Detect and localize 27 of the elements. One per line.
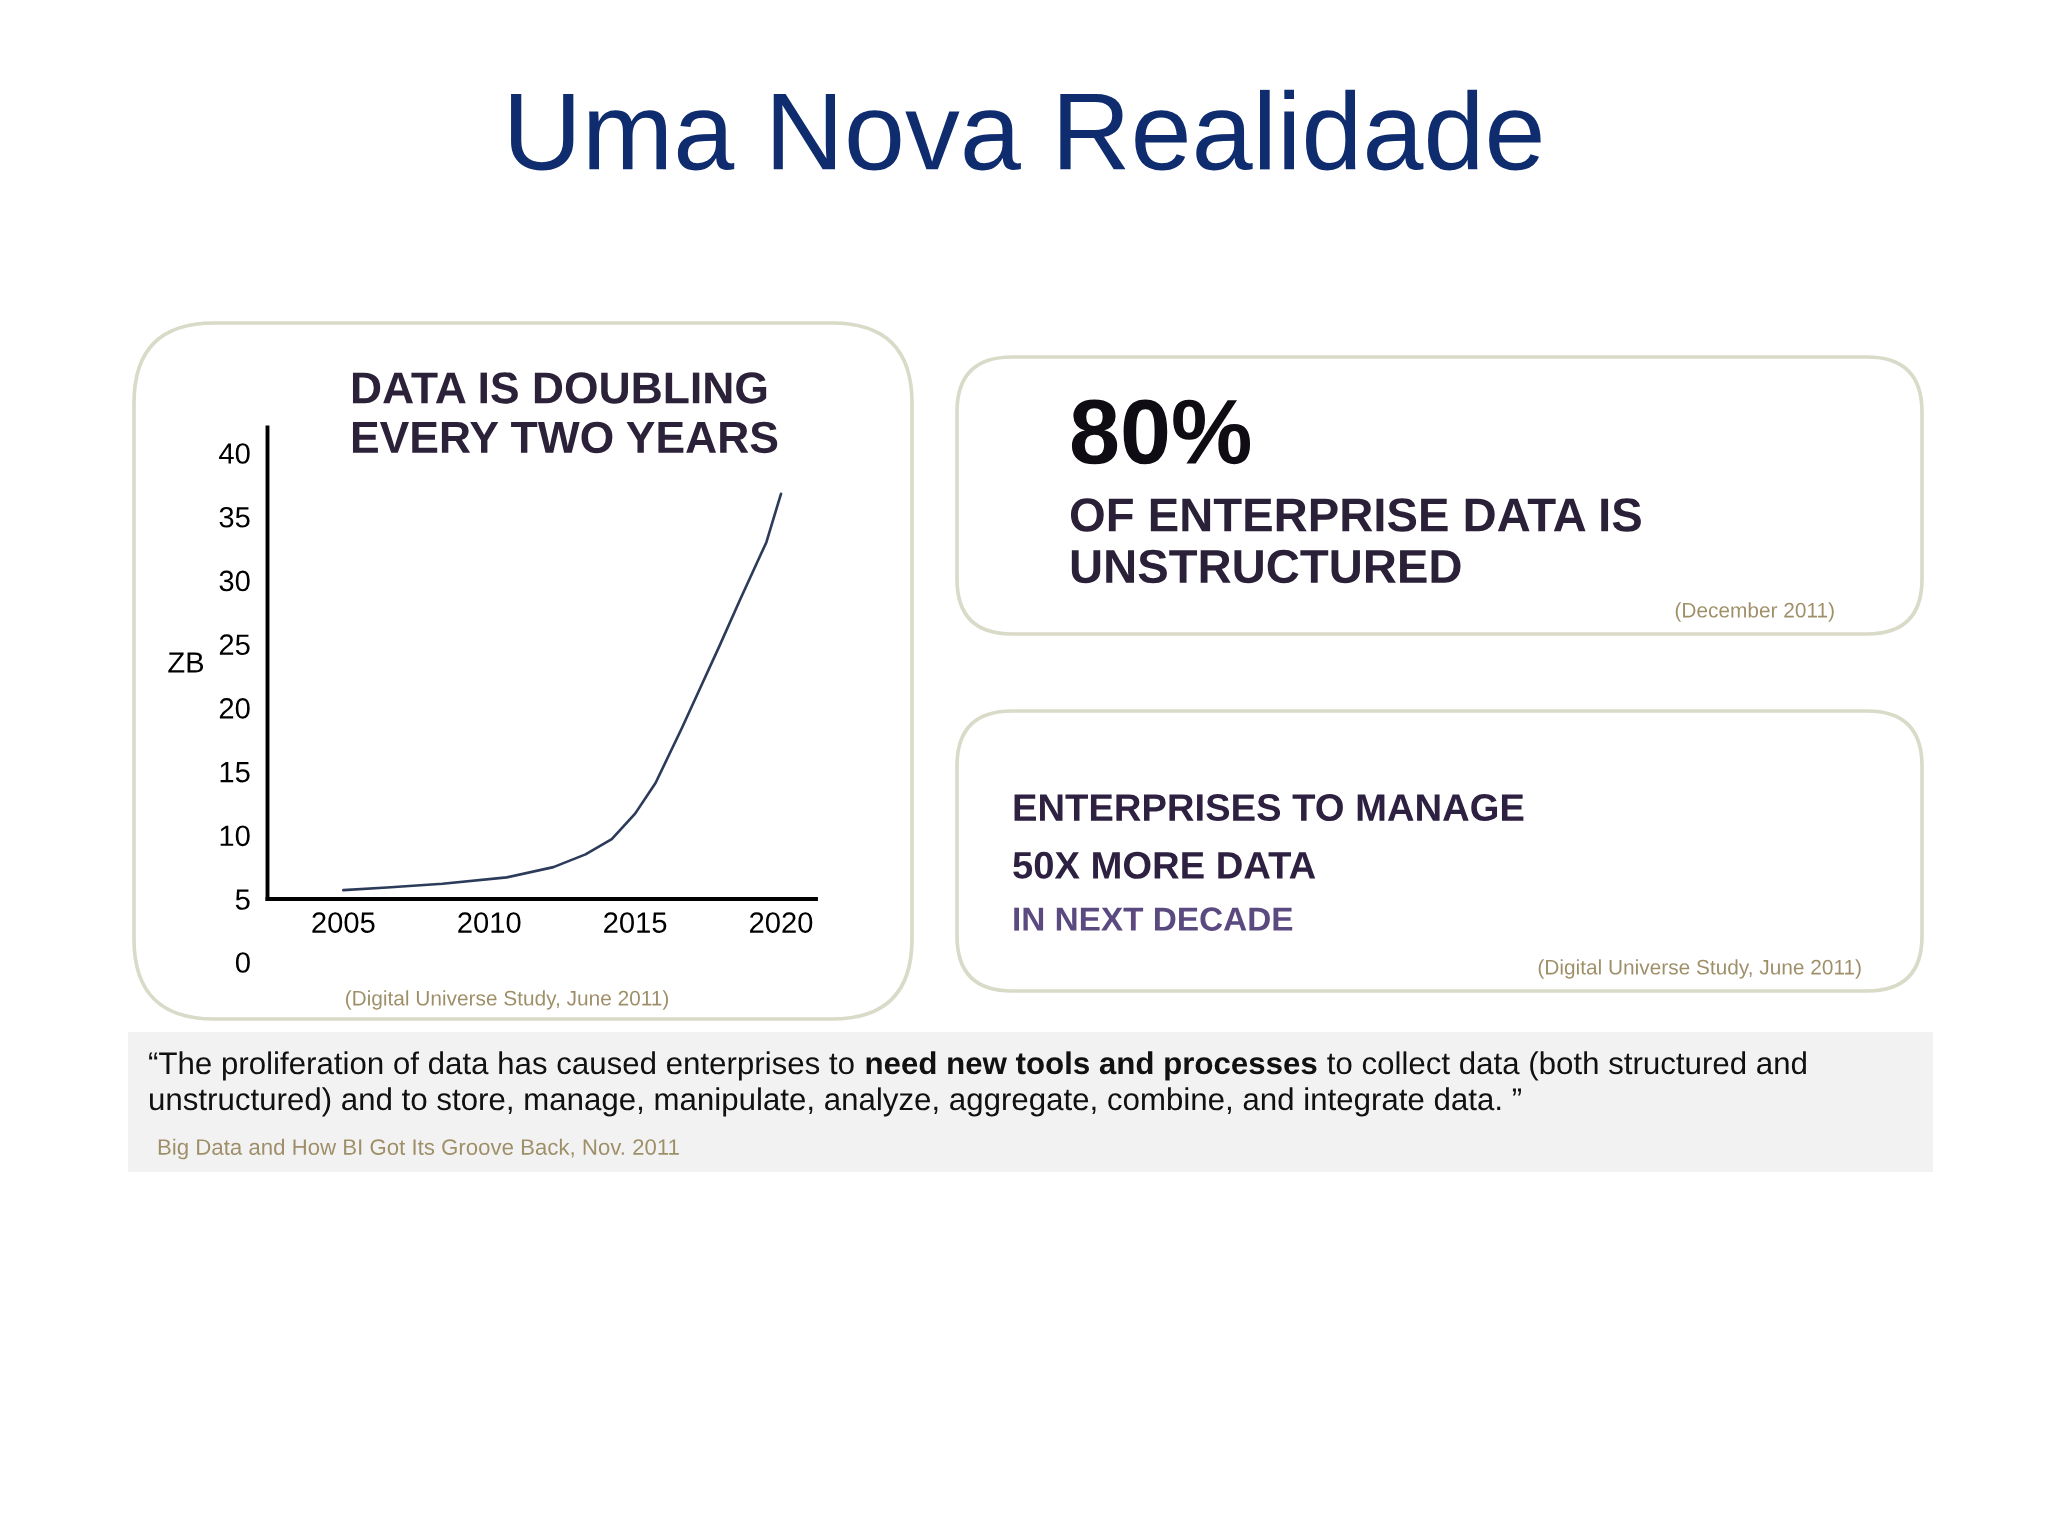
text: 80% [1071, 399, 1251, 465]
y-tick-label: 35 [219, 506, 250, 528]
x-tick-label: 2005 [312, 912, 375, 933]
text: (December 2011) [1675, 602, 1834, 622]
y-tick-label: 40 [219, 443, 250, 464]
text: Uma Nova Realidade [511, 89, 1541, 171]
text: “The proliferation of data has caused enterprises to [149, 1051, 854, 1081]
line-series [342, 492, 783, 892]
y-tick-label: 5 [235, 889, 250, 910]
x-tick-label: 2010 [458, 912, 521, 933]
text: ENTERPRISES TO MANAGE 50X MORE DATA [1013, 794, 1524, 879]
chart-title: DATA IS DOUBLING EVERY TWO YEARS [352, 372, 778, 454]
text: (Digital Universe Study, June 2011) [1538, 959, 1861, 979]
y-tick-label: 25 [219, 634, 250, 655]
y-tick-label: 15 [220, 762, 250, 783]
y-axis-title: ZB [168, 652, 204, 673]
x-tick-label: 2020 [750, 912, 813, 933]
text: OF ENTERPRISE DATA IS UNSTRUCTURED [1070, 498, 1641, 584]
text: Big Data and How BI Got Its Groove Back, Nov. 2011 [158, 1138, 679, 1160]
text: IN NEXT DECADE [1014, 907, 1293, 931]
x-tick-label: 2015 [604, 912, 667, 933]
text: (Digital Universe Study, June 2011) [345, 990, 669, 1010]
text: 0 [235, 952, 250, 973]
y-tick-label: 20 [219, 698, 250, 719]
y-tick-label: 30 [219, 570, 250, 592]
text: need new tools and processes [866, 1051, 1317, 1081]
y-tick-label: 10 [220, 825, 250, 847]
